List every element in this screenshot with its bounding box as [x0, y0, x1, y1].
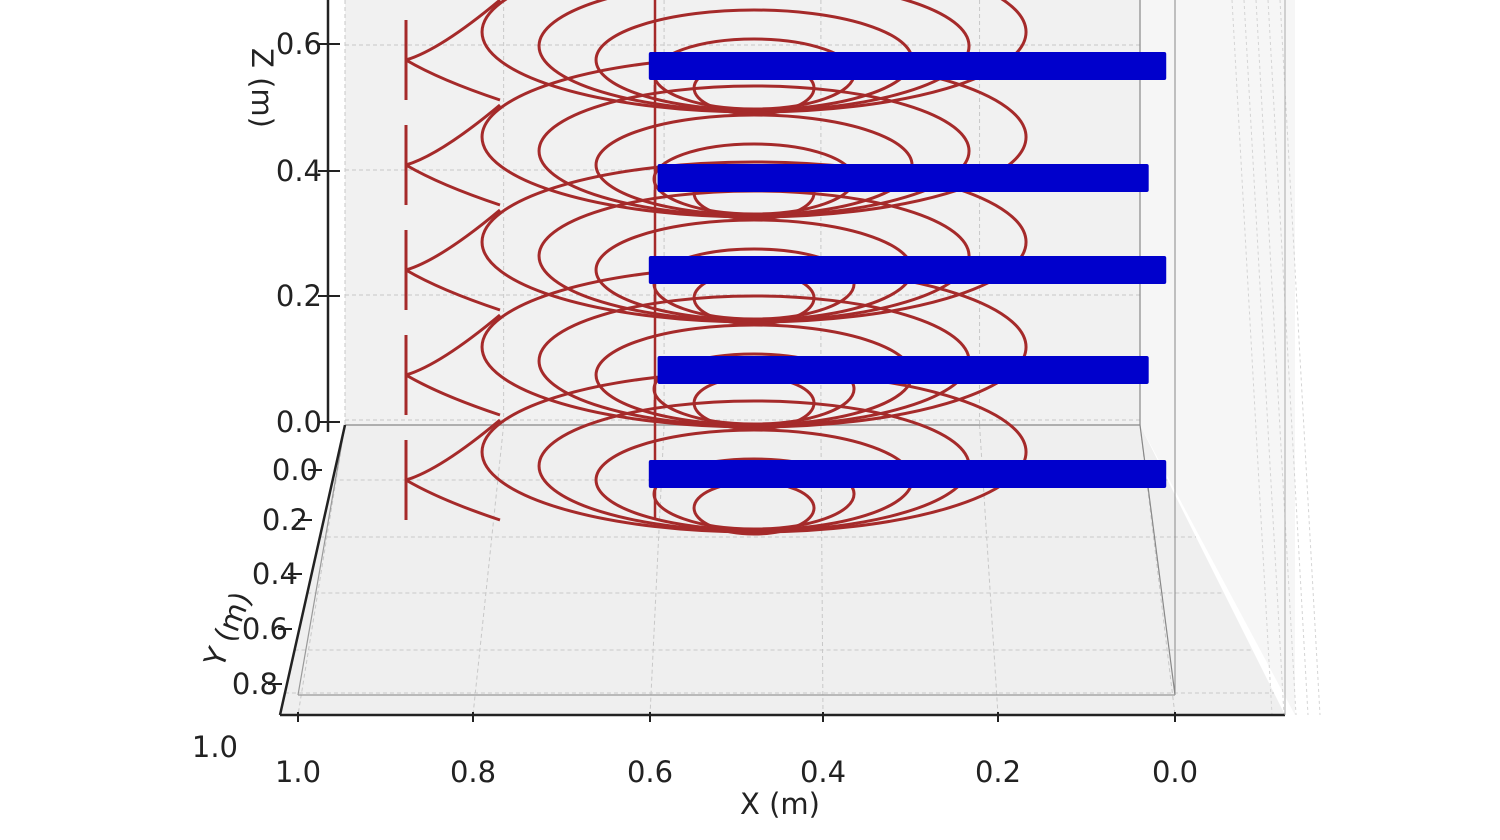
blue-bar: [648, 52, 1167, 80]
floor-grid-depth: [820, 424, 824, 716]
x-axis-label: X (m): [740, 787, 820, 821]
blue-bar: [648, 460, 1167, 488]
z-tick-label: 0.4: [276, 154, 322, 188]
side-grid-line: [1255, 0, 1297, 716]
y-tick-label: 0.0: [272, 453, 318, 487]
z-axis-label: Z (m): [245, 48, 279, 128]
z-tick-label: 0.0: [276, 405, 322, 439]
z-tick-label: 0.6: [276, 27, 322, 61]
y-tick-label: 0.8: [232, 667, 278, 701]
x-tick-label: 0.0: [1152, 755, 1198, 789]
blue-bars: [648, 52, 1167, 488]
tick-labels: 1.0 0.8 0.6 0.4 0.2 0.0 0.0 0.2 0.4 0.6 0.8 1.0 0.0 0…: [192, 27, 1198, 789]
x-tick-label: 0.4: [800, 755, 846, 789]
y-tick-label: 0.2: [262, 503, 308, 537]
floor-left-edge: [297, 424, 346, 696]
right-side-pane: [1140, 0, 1295, 715]
trajectory-cusp: [404, 103, 501, 207]
trajectory-cusp: [404, 418, 501, 522]
blue-bar: [657, 164, 1149, 192]
side-grid-line: [1243, 0, 1285, 716]
side-grid-line: [1231, 0, 1273, 716]
side-grid-line: [1279, 0, 1321, 716]
x-tick-label: 0.2: [975, 755, 1021, 789]
y-tick-label: 0.6: [242, 612, 288, 646]
floor-grid-depth: [649, 424, 665, 716]
trajectory-cusp: [404, 208, 501, 312]
x-tick-label: 1.0: [275, 755, 321, 789]
x-tick-label: 0.8: [450, 755, 496, 789]
blue-bar: [657, 356, 1149, 384]
z-tick-label: 0.2: [276, 279, 322, 313]
y-tick-label: 1.0: [192, 730, 238, 764]
x-tick-label: 0.6: [627, 755, 673, 789]
trajectory-cusp: [404, 0, 501, 102]
blue-bar: [648, 256, 1167, 284]
grid-lines: [284, 0, 1321, 716]
side-grid-line: [1267, 0, 1309, 716]
trajectory-cusp: [404, 313, 501, 417]
y-tick-label: 0.4: [252, 557, 298, 591]
y-axis-line: [278, 424, 347, 716]
